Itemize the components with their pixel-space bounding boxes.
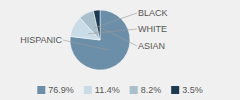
chart: HISPANIC WHITE BLACK ASIAN 76.9% 11.4% 8.2% 3.5… (0, 0, 240, 100)
pie (70, 10, 130, 70)
legend-swatch (37, 86, 45, 94)
slice (93, 10, 100, 40)
leader-line (63, 40, 109, 50)
legend-swatch (84, 86, 92, 94)
leader-lines (63, 13, 137, 50)
legend-label: 8.2% (141, 85, 162, 95)
slice-label: WHITE (138, 24, 167, 34)
leader-line (88, 29, 137, 34)
legend-swatch (130, 86, 138, 94)
slice-label: BLACK (138, 8, 168, 18)
legend-label: 3.5% (182, 85, 203, 95)
slice (70, 10, 130, 70)
leader-line (94, 13, 137, 28)
legend-label: 76.9% (48, 85, 74, 95)
slice-label: ASIAN (138, 41, 165, 51)
legend-swatch (171, 86, 179, 94)
slice-label: HISPANIC (20, 35, 62, 45)
legend-label: 11.4% (95, 85, 120, 95)
leader-line (99, 27, 137, 46)
slice (80, 11, 100, 40)
legend: 76.9% 11.4% 8.2% 3.5% (37, 85, 202, 95)
slice-labels: HISPANIC WHITE BLACK ASIAN (20, 8, 167, 51)
